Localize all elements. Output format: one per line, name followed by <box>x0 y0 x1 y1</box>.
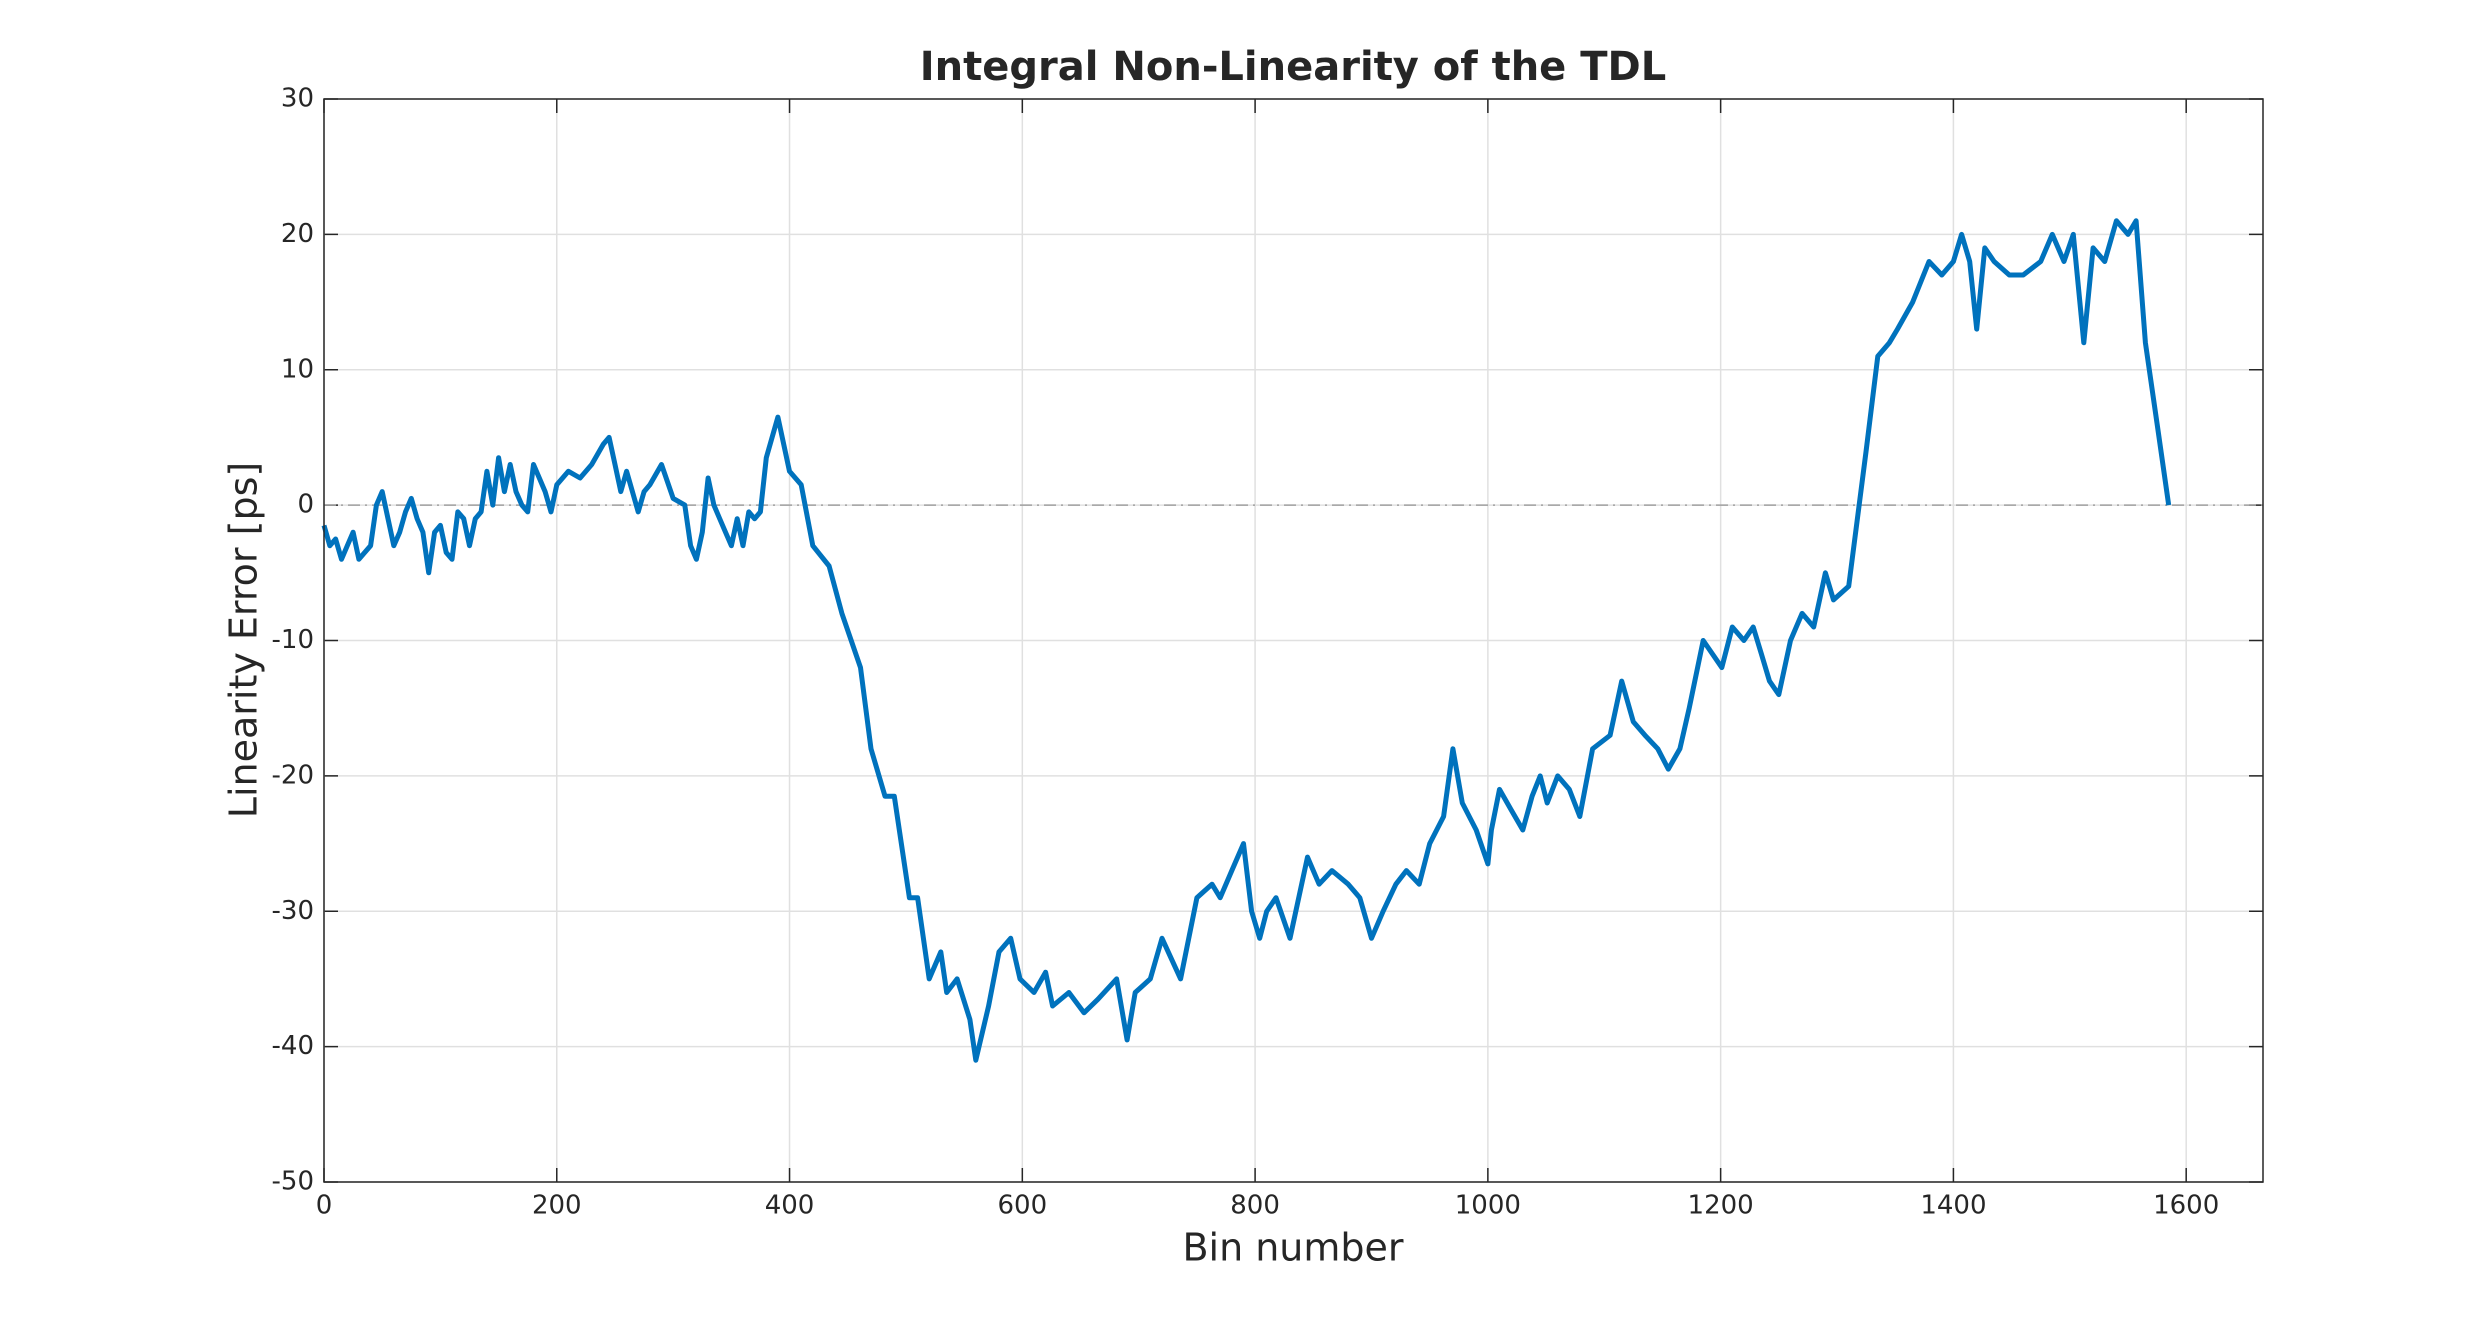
data-line <box>321 218 2172 1063</box>
x-tick-label: 200 <box>532 1191 582 1221</box>
y-tick-label: 20 <box>281 219 314 249</box>
x-tick-label: 600 <box>997 1191 1047 1221</box>
y-tick-label: -30 <box>272 896 314 926</box>
y-tick-label: 30 <box>281 84 314 114</box>
marks <box>321 218 2172 1063</box>
x-axis-label: Bin number <box>1182 1226 1403 1270</box>
x-tick-label: 0 <box>316 1191 333 1221</box>
x-tick-label: 800 <box>1230 1191 1280 1221</box>
y-tick-label: 10 <box>281 354 314 384</box>
x-tick-label: 1400 <box>1920 1191 1986 1221</box>
x-tick-label: 1600 <box>2153 1191 2219 1221</box>
axes-box <box>323 98 2264 1183</box>
y-tick-label: -10 <box>272 625 314 655</box>
x-tick-label: 1000 <box>1455 1191 1521 1221</box>
x-tick-label: 1200 <box>1688 1191 1754 1221</box>
y-tick-label: -20 <box>272 760 314 790</box>
y-axis-label: Linearity Error [ps] <box>222 462 266 818</box>
chart-title: Integral Non-Linearity of the TDL <box>920 44 1666 90</box>
y-tick-label: -50 <box>272 1167 314 1197</box>
y-tick-label: 0 <box>297 490 314 520</box>
y-tick-label: -40 <box>272 1031 314 1061</box>
x-tick-label: 400 <box>765 1191 815 1221</box>
